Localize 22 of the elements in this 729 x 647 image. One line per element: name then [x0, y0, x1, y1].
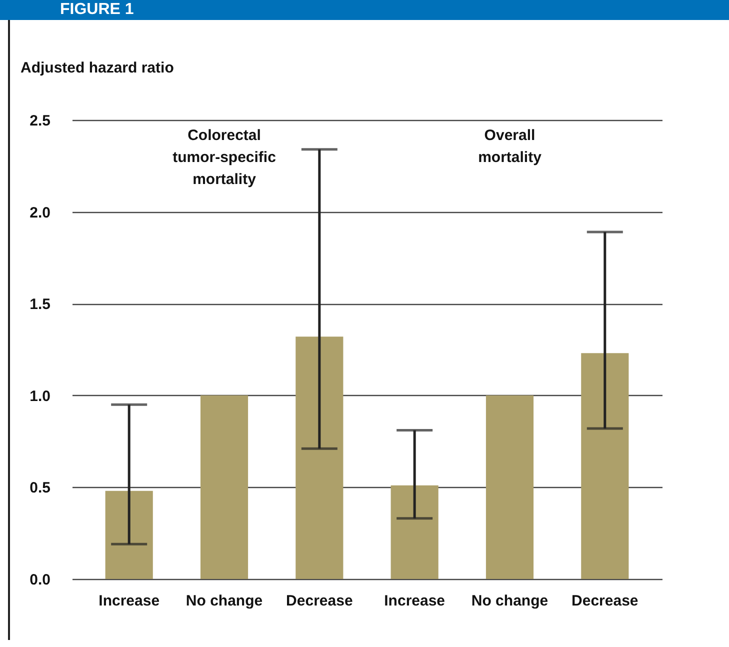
bar	[486, 395, 534, 579]
bar	[390, 485, 438, 579]
y-tick-label: 0.5	[30, 480, 50, 497]
x-tick-label: No change	[186, 592, 263, 610]
x-tick-label: Increase	[384, 592, 446, 610]
bar	[105, 490, 153, 579]
annotation: Overall mortality	[478, 127, 542, 166]
bar	[296, 336, 344, 579]
annotation: Colorectal tumor-specific mortality	[172, 127, 276, 188]
x-tick-label: No change	[471, 592, 548, 610]
bar	[200, 395, 248, 579]
y-axis-title: Adjusted hazard ratio	[20, 60, 174, 76]
x-tick-label: Increase	[98, 592, 160, 610]
y-tick-label: 2.0	[30, 204, 50, 222]
chart-title: FIGURE 1	[0, 0, 729, 20]
y-tick-label: 0.0	[30, 572, 50, 588]
x-tick-label: Decrease	[572, 592, 638, 610]
y-tick-label: 2.5	[30, 112, 50, 130]
bar	[581, 353, 629, 579]
x-tick-label: Decrease	[286, 592, 353, 610]
y-tick-label: 1.0	[30, 388, 50, 405]
y-tick-label: 1.5	[30, 296, 50, 314]
